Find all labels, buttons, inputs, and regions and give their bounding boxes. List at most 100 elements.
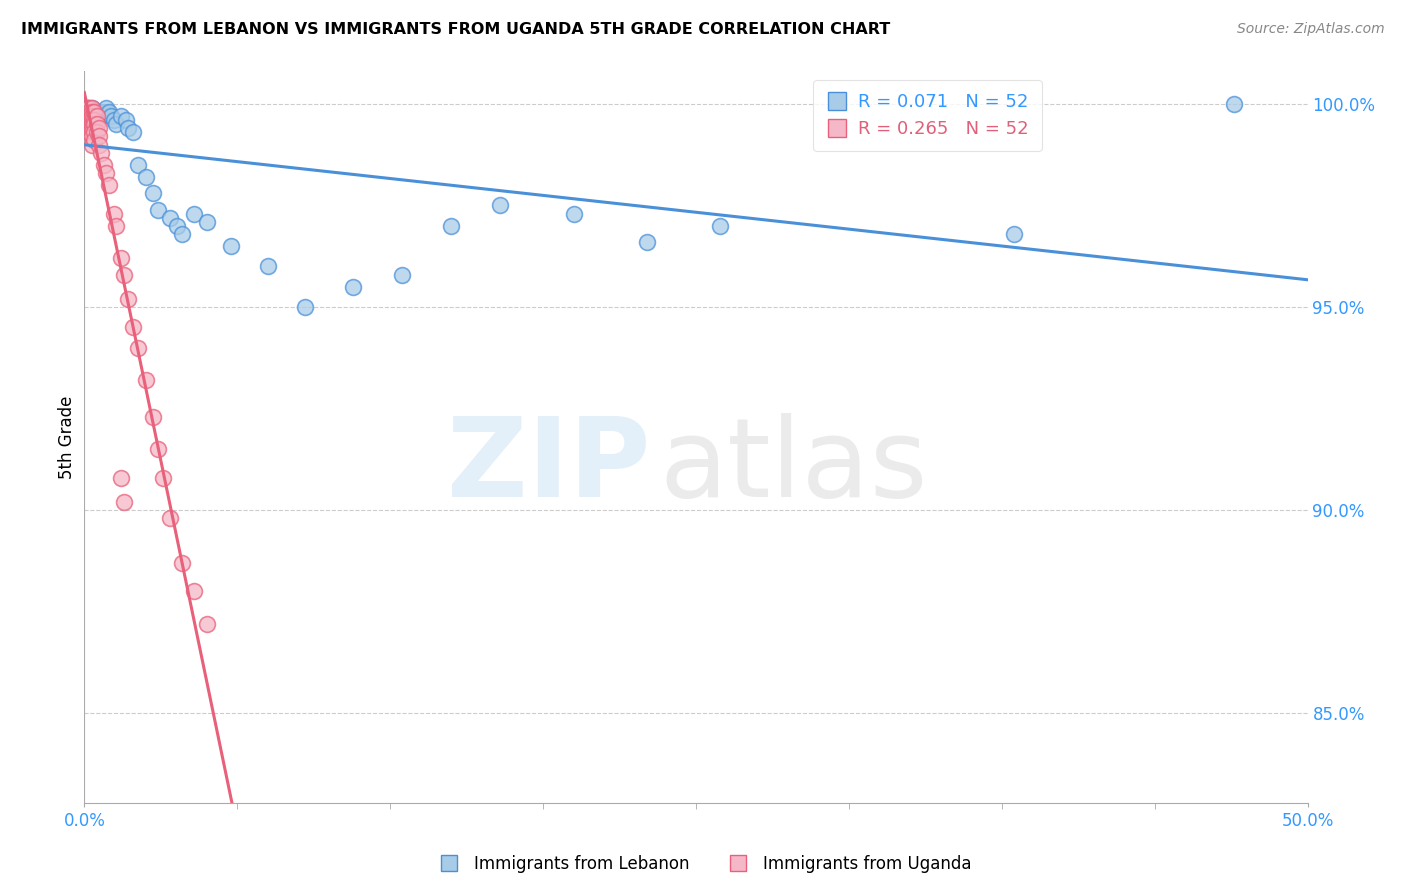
- Point: [110, 252, 132, 266]
- Point: [87, 109, 110, 123]
- Point: [76, 105, 98, 120]
- Point: [183, 584, 205, 599]
- Point: [135, 169, 157, 184]
- Point: [80, 137, 103, 152]
- Point: [159, 511, 181, 525]
- Y-axis label: 5th Grade: 5th Grade: [58, 395, 76, 479]
- Point: [117, 292, 139, 306]
- Point: [97, 178, 120, 193]
- Point: [77, 109, 100, 123]
- Point: [86, 109, 108, 123]
- Point: [77, 113, 100, 128]
- Legend: R = 0.071   N = 52, R = 0.265   N = 52: R = 0.071 N = 52, R = 0.265 N = 52: [813, 80, 1042, 151]
- Point: [93, 105, 115, 120]
- Legend: Immigrants from Lebanon, Immigrants from Uganda: Immigrants from Lebanon, Immigrants from…: [427, 848, 979, 880]
- Point: [83, 113, 105, 128]
- Point: [80, 113, 103, 128]
- Point: [80, 105, 103, 120]
- Point: [86, 117, 108, 131]
- Point: [83, 125, 105, 139]
- Point: [195, 215, 218, 229]
- Point: [80, 105, 103, 120]
- Point: [110, 109, 132, 123]
- Point: [76, 101, 98, 115]
- Point: [76, 109, 98, 123]
- Point: [90, 145, 112, 160]
- Point: [127, 341, 149, 355]
- Point: [112, 268, 135, 282]
- Text: atlas: atlas: [659, 413, 928, 520]
- Point: [80, 125, 103, 139]
- Point: [76, 101, 98, 115]
- Point: [135, 373, 157, 387]
- Point: [77, 101, 100, 115]
- Point: [219, 239, 242, 253]
- Point: [146, 442, 169, 457]
- Point: [87, 137, 110, 152]
- Point: [76, 109, 98, 123]
- Point: [1002, 227, 1025, 241]
- Text: ZIP: ZIP: [447, 413, 651, 520]
- Point: [83, 117, 105, 131]
- Point: [80, 117, 103, 131]
- Point: [172, 227, 194, 241]
- Point: [127, 158, 149, 172]
- Point: [76, 113, 98, 128]
- Point: [76, 105, 98, 120]
- Point: [100, 109, 122, 123]
- Point: [146, 202, 169, 217]
- Point: [152, 471, 174, 485]
- Point: [80, 101, 103, 115]
- Point: [103, 206, 125, 220]
- Point: [142, 409, 165, 424]
- Point: [115, 113, 138, 128]
- Text: Source: ZipAtlas.com: Source: ZipAtlas.com: [1237, 22, 1385, 37]
- Text: IMMIGRANTS FROM LEBANON VS IMMIGRANTS FROM UGANDA 5TH GRADE CORRELATION CHART: IMMIGRANTS FROM LEBANON VS IMMIGRANTS FR…: [21, 22, 890, 37]
- Point: [97, 105, 120, 120]
- Point: [103, 113, 125, 128]
- Point: [105, 117, 128, 131]
- Point: [77, 101, 100, 115]
- Point: [77, 109, 100, 123]
- Point: [90, 109, 112, 123]
- Point: [83, 109, 105, 123]
- Point: [77, 105, 100, 120]
- Point: [257, 260, 280, 274]
- Point: [80, 101, 103, 115]
- Point: [183, 206, 205, 220]
- Point: [96, 101, 118, 115]
- Point: [636, 235, 658, 249]
- Point: [489, 198, 512, 212]
- Point: [87, 105, 110, 120]
- Point: [391, 268, 413, 282]
- Point: [86, 105, 108, 120]
- Point: [77, 125, 100, 139]
- Point: [440, 219, 463, 233]
- Point: [80, 113, 103, 128]
- Point: [86, 109, 108, 123]
- Point: [77, 117, 100, 131]
- Point: [80, 121, 103, 136]
- Point: [96, 166, 118, 180]
- Point: [122, 320, 145, 334]
- Point: [159, 211, 181, 225]
- Point: [77, 121, 100, 136]
- Point: [87, 121, 110, 136]
- Point: [86, 125, 108, 139]
- Point: [172, 556, 194, 570]
- Point: [83, 105, 105, 120]
- Point: [83, 105, 105, 120]
- Point: [122, 125, 145, 139]
- Point: [166, 219, 188, 233]
- Point: [195, 617, 218, 632]
- Point: [1223, 96, 1246, 111]
- Point: [80, 109, 103, 123]
- Point: [77, 113, 100, 128]
- Point: [77, 105, 100, 120]
- Point: [105, 219, 128, 233]
- Point: [110, 471, 132, 485]
- Point: [87, 129, 110, 144]
- Point: [342, 279, 364, 293]
- Point: [80, 117, 103, 131]
- Point: [83, 133, 105, 147]
